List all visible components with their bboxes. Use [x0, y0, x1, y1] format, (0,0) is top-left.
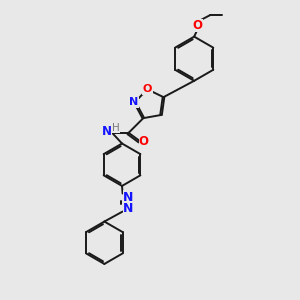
Text: O: O [193, 19, 203, 32]
Text: N: N [101, 125, 112, 139]
Text: N: N [129, 97, 138, 107]
Text: O: O [139, 135, 148, 148]
Text: N: N [123, 190, 134, 204]
Text: H: H [112, 123, 119, 133]
Text: O: O [142, 84, 152, 94]
Text: N: N [123, 202, 134, 214]
